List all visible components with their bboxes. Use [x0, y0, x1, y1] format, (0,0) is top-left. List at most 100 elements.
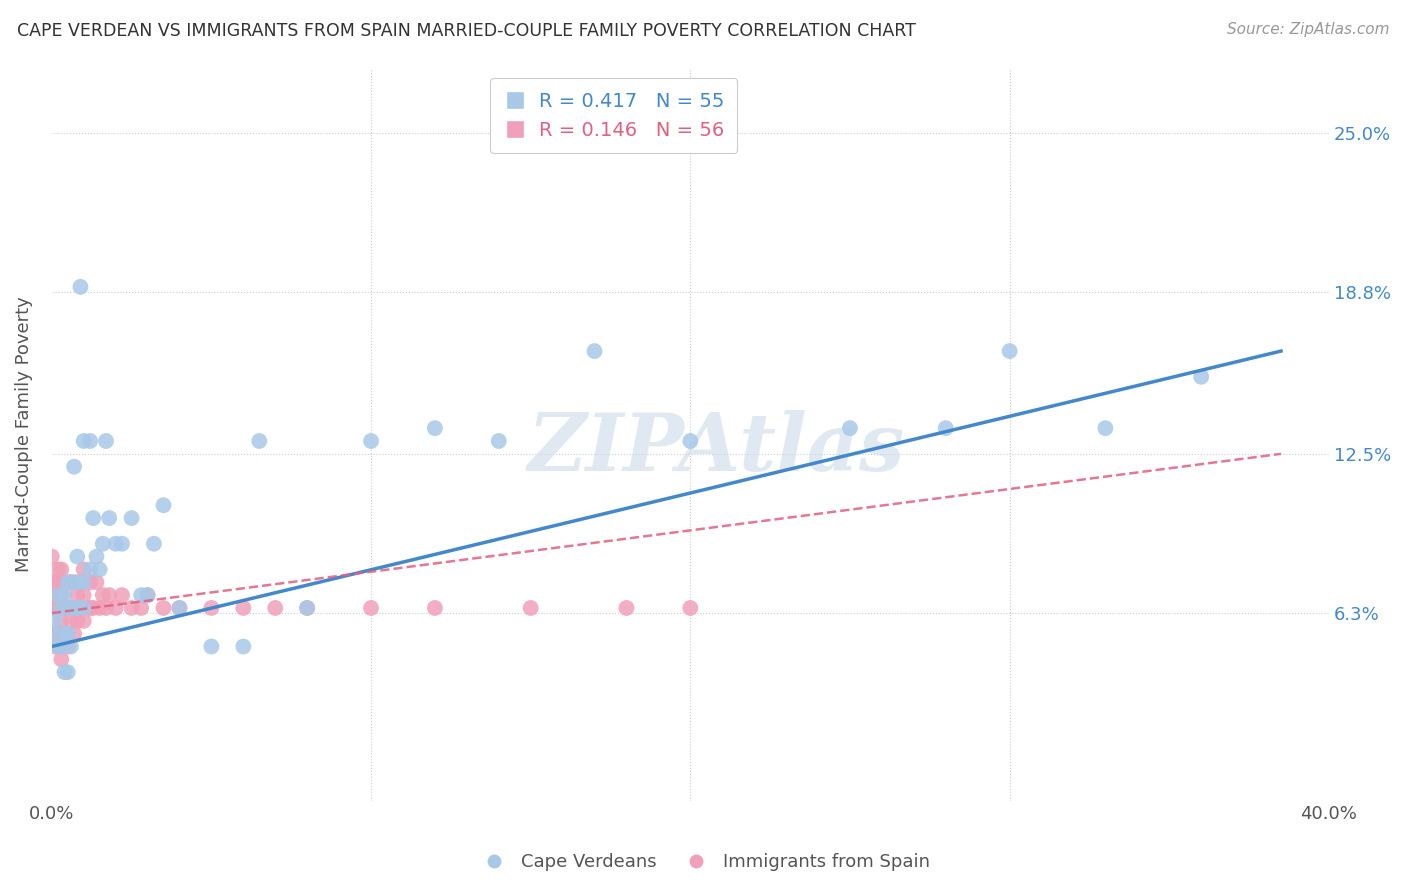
Point	[51, 640, 73, 654]
Point	[59, 614, 82, 628]
Point	[232, 640, 254, 654]
Point	[129, 601, 152, 615]
Point	[44, 575, 66, 590]
Point	[98, 588, 121, 602]
Point	[59, 575, 82, 590]
Text: ZIPAtlas: ZIPAtlas	[527, 410, 904, 488]
Text: CAPE VERDEAN VS IMMIGRANTS FROM SPAIN MARRIED-COUPLE FAMILY POVERTY CORRELATION : CAPE VERDEAN VS IMMIGRANTS FROM SPAIN MA…	[17, 22, 915, 40]
Point	[935, 421, 957, 435]
Point	[69, 280, 91, 294]
Point	[56, 575, 79, 590]
Point	[63, 459, 86, 474]
Point	[56, 575, 79, 590]
Point	[94, 601, 117, 615]
Point	[63, 575, 86, 590]
Point	[98, 511, 121, 525]
Point	[79, 562, 101, 576]
Point	[46, 588, 69, 602]
Point	[616, 601, 638, 615]
Point	[51, 652, 73, 666]
Point	[200, 601, 222, 615]
Point	[51, 562, 73, 576]
Point	[136, 588, 159, 602]
Point	[839, 421, 862, 435]
Point	[53, 626, 76, 640]
Point	[423, 421, 446, 435]
Point	[66, 614, 89, 628]
Point	[360, 434, 382, 448]
Point	[82, 601, 104, 615]
Point	[51, 614, 73, 628]
Point	[59, 640, 82, 654]
Point	[51, 588, 73, 602]
Point	[79, 434, 101, 448]
Point	[94, 434, 117, 448]
Point	[63, 601, 86, 615]
Point	[53, 588, 76, 602]
Point	[169, 601, 191, 615]
Point	[53, 626, 76, 640]
Point	[56, 665, 79, 680]
Point	[73, 575, 96, 590]
Point	[91, 588, 114, 602]
Point	[91, 537, 114, 551]
Point	[519, 601, 541, 615]
Point	[53, 601, 76, 615]
Point	[111, 588, 134, 602]
Point	[360, 601, 382, 615]
Y-axis label: Married-Couple Family Poverty: Married-Couple Family Poverty	[15, 297, 32, 573]
Point	[41, 549, 63, 564]
Point	[232, 601, 254, 615]
Point	[86, 575, 108, 590]
Point	[41, 575, 63, 590]
Point	[295, 601, 318, 615]
Point	[46, 588, 69, 602]
Point	[41, 601, 63, 615]
Point	[121, 511, 143, 525]
Point	[1094, 421, 1116, 435]
Point	[51, 601, 73, 615]
Point	[679, 434, 702, 448]
Point	[63, 626, 86, 640]
Point	[73, 614, 96, 628]
Point	[152, 601, 174, 615]
Point	[53, 665, 76, 680]
Point	[46, 640, 69, 654]
Point	[998, 344, 1021, 359]
Point	[73, 434, 96, 448]
Point	[41, 626, 63, 640]
Point	[66, 549, 89, 564]
Point	[136, 588, 159, 602]
Legend: R = 0.417   N = 55, R = 0.146   N = 56: R = 0.417 N = 55, R = 0.146 N = 56	[489, 78, 738, 153]
Point	[53, 575, 76, 590]
Point	[66, 601, 89, 615]
Point	[59, 601, 82, 615]
Point	[247, 434, 270, 448]
Point	[111, 537, 134, 551]
Point	[89, 562, 111, 576]
Point	[56, 601, 79, 615]
Point	[295, 601, 318, 615]
Point	[73, 562, 96, 576]
Point	[169, 601, 191, 615]
Point	[79, 575, 101, 590]
Point	[79, 601, 101, 615]
Legend: Cape Verdeans, Immigrants from Spain: Cape Verdeans, Immigrants from Spain	[468, 847, 938, 879]
Point	[69, 601, 91, 615]
Point	[423, 601, 446, 615]
Point	[59, 575, 82, 590]
Point	[89, 601, 111, 615]
Point	[46, 626, 69, 640]
Point	[129, 588, 152, 602]
Point	[121, 601, 143, 615]
Point	[44, 601, 66, 615]
Point	[69, 575, 91, 590]
Point	[56, 626, 79, 640]
Point	[56, 640, 79, 654]
Point	[583, 344, 606, 359]
Point	[200, 640, 222, 654]
Point	[679, 601, 702, 615]
Point	[152, 498, 174, 512]
Point	[104, 601, 127, 615]
Point	[73, 601, 96, 615]
